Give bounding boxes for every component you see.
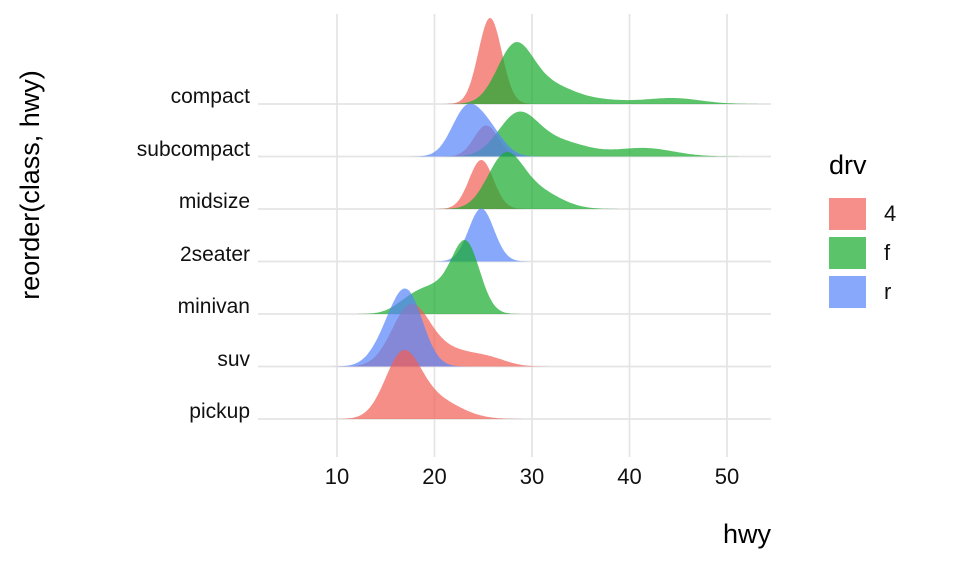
- x-tick-label-50: 50: [714, 464, 740, 489]
- x-axis-title: hwy: [722, 519, 771, 549]
- x-tick-label-20: 20: [422, 464, 447, 489]
- density-curve-2seater-r: [424, 208, 539, 262]
- x-tick-label-40: 40: [617, 464, 642, 489]
- legend-title: drv: [829, 150, 867, 180]
- y-tick-label-pickup: pickup: [189, 400, 250, 423]
- x-tick-label-10: 10: [324, 464, 350, 489]
- y-tick-label-midsize: midsize: [178, 190, 250, 213]
- legend-swatch-f: [829, 237, 866, 269]
- legend-item-4: 4: [829, 198, 949, 230]
- y-tick-label-minivan: minivan: [177, 295, 250, 318]
- density-curve-minivan-f: [339, 240, 536, 314]
- legend-item-r: r: [829, 276, 949, 308]
- legend-swatch-r: [829, 276, 866, 308]
- legend-item-label: 4: [884, 201, 897, 226]
- density-curve-compact-4: [437, 18, 543, 104]
- density-ridges: [317, 18, 770, 419]
- y-tick-label-compact: compact: [170, 85, 250, 108]
- legend-item-label: r: [884, 279, 892, 304]
- density-curve-midsize-4: [426, 160, 537, 209]
- x-tick-label-30: 30: [519, 464, 545, 489]
- y-tick-label-suv: suv: [217, 347, 250, 371]
- density-curve-compact-f: [432, 42, 770, 104]
- y-tick-label-2seater: 2seater: [179, 242, 250, 266]
- legend-swatch-4: [829, 198, 866, 230]
- y-tick-label-subcompact: subcompact: [136, 137, 250, 161]
- density-curve-pickup-4: [320, 350, 549, 419]
- density-curve-subcompact-f: [424, 111, 770, 157]
- density-curve-subcompact-r: [399, 103, 555, 157]
- density-curve-midsize-f: [425, 152, 643, 209]
- legend-item-label: f: [884, 240, 891, 265]
- legend-item-f: f: [829, 237, 949, 269]
- density-curve-suv-r: [317, 288, 479, 367]
